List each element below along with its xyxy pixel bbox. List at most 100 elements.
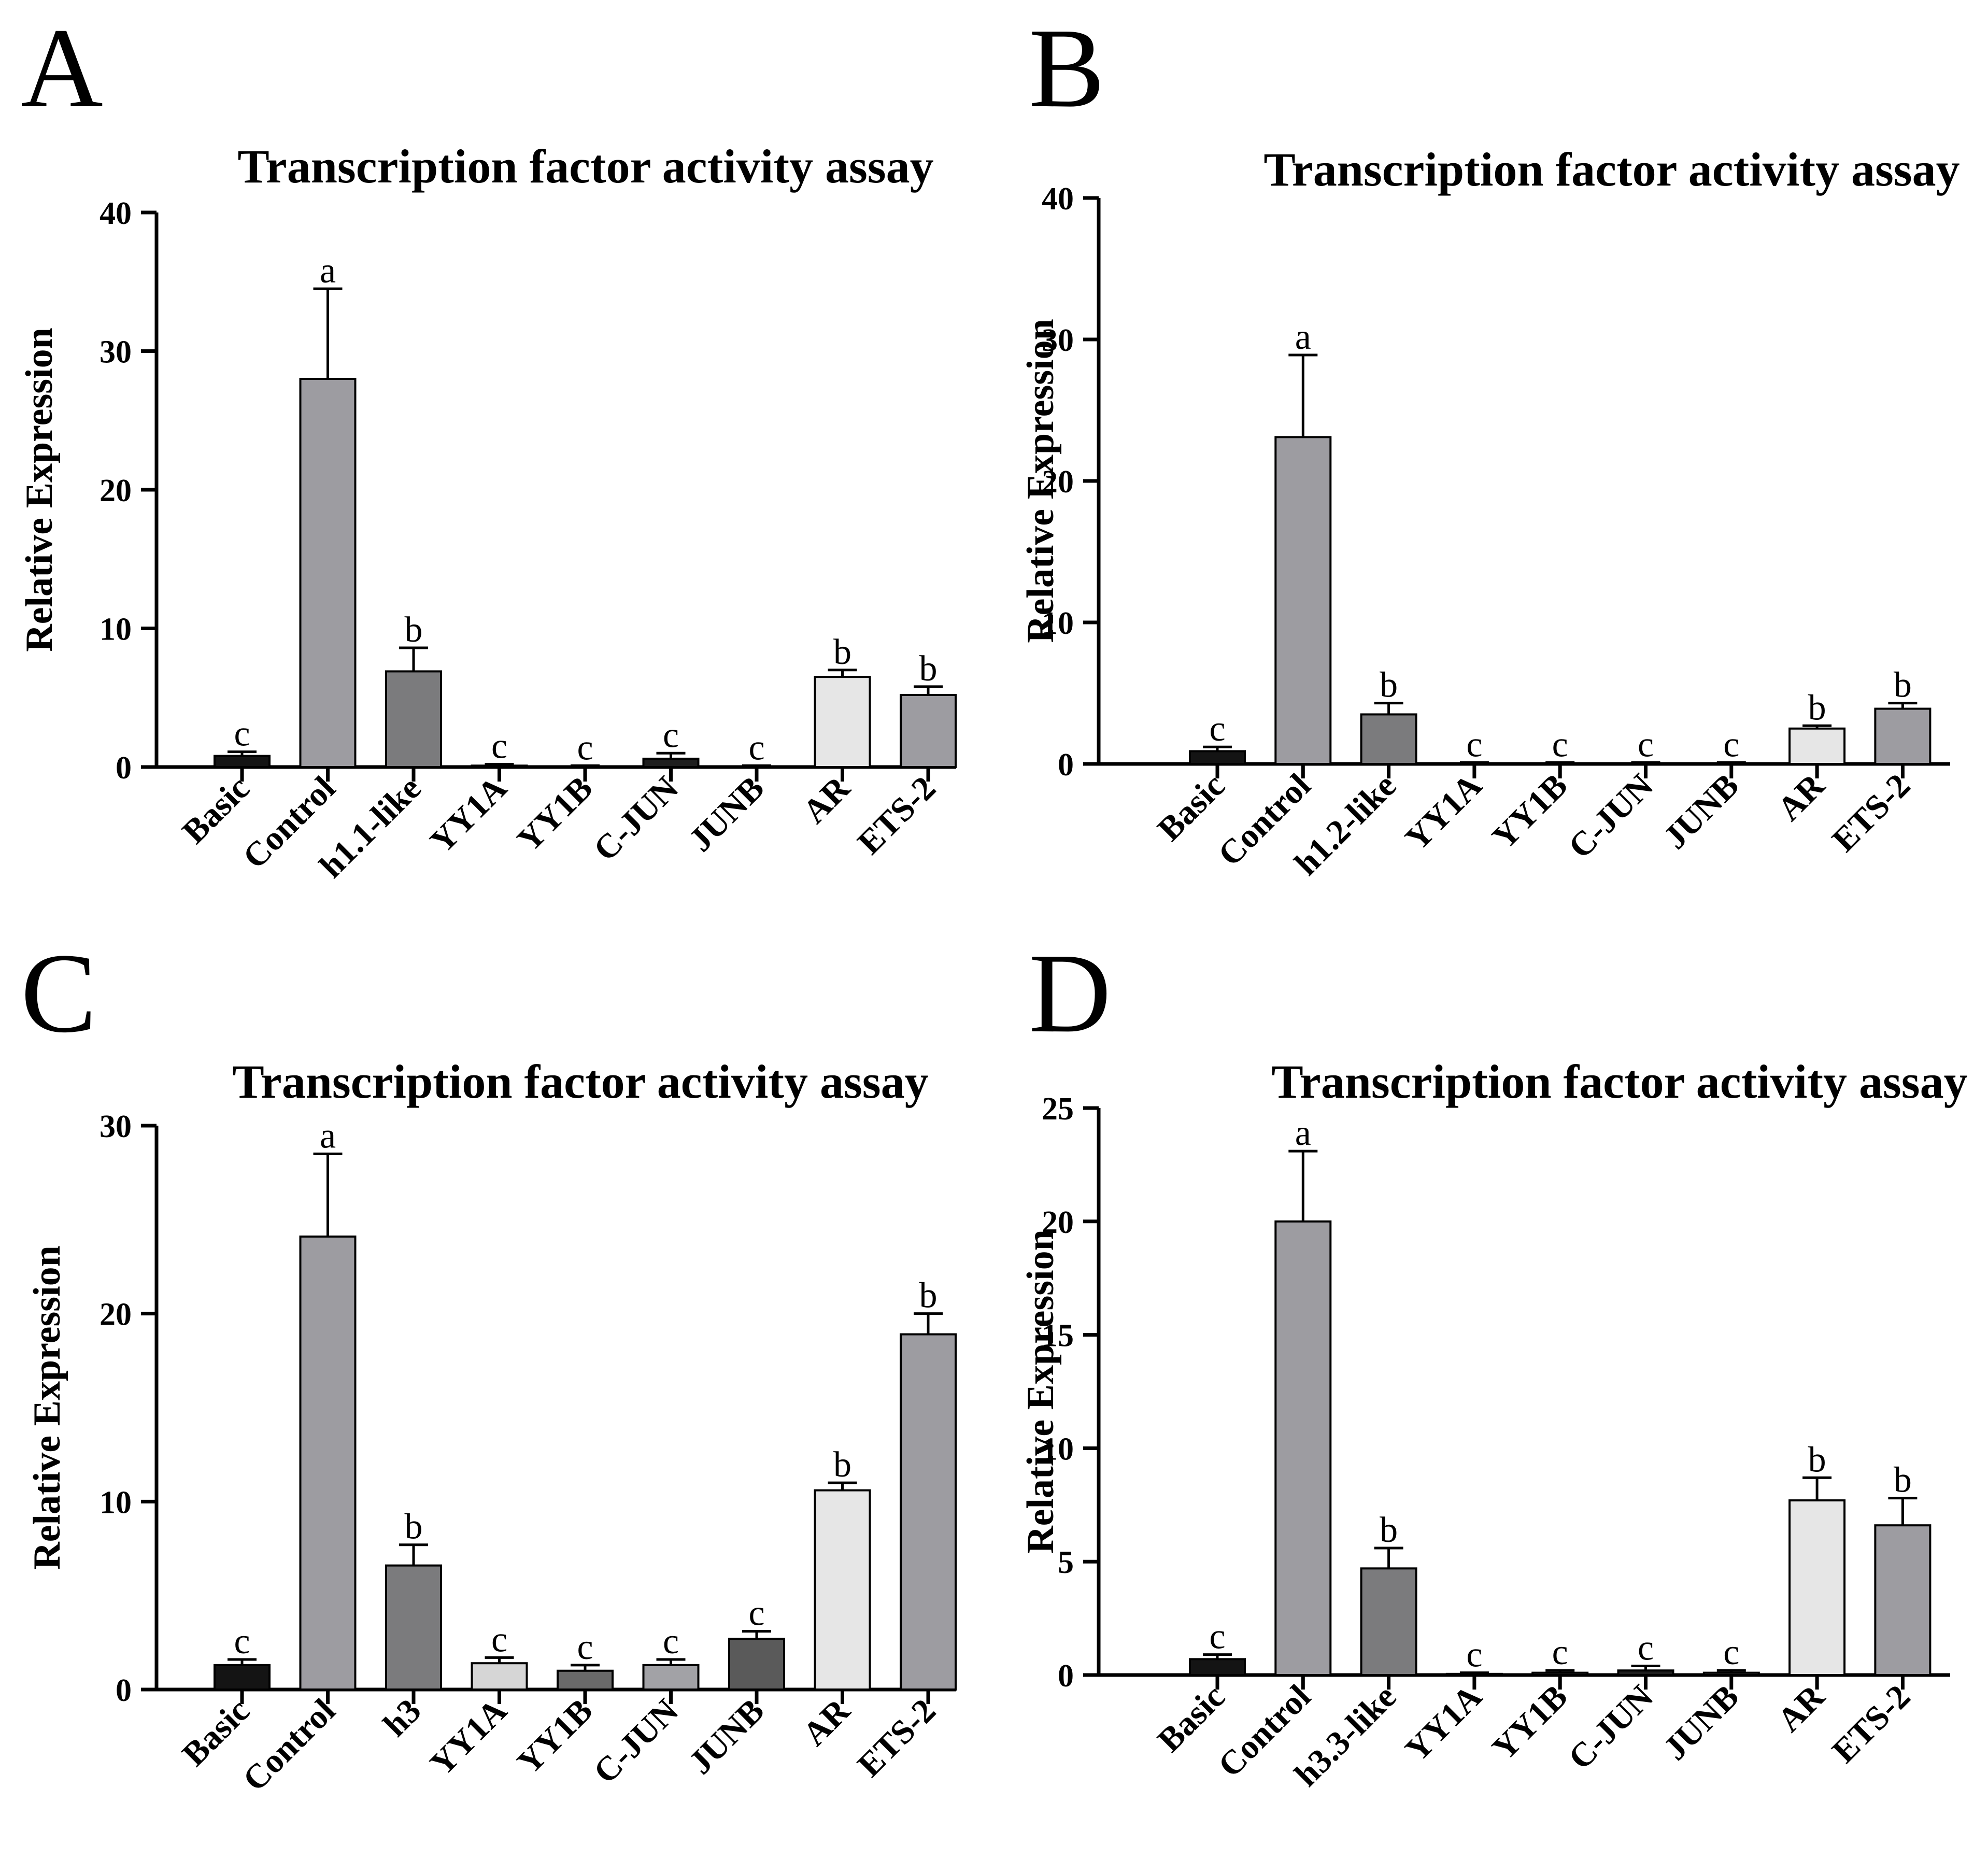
significance-label: c: [748, 728, 764, 768]
category-label: C-JUN: [587, 769, 686, 869]
chart-title: Transcription factor activity assay: [232, 1055, 928, 1108]
significance-label: c: [1723, 1633, 1739, 1672]
category-label: ETS-2: [850, 769, 943, 862]
bar-basic: [214, 1664, 271, 1691]
bar-control: [1274, 1220, 1332, 1677]
y-tick-label: 30: [100, 335, 132, 370]
significance-label: c: [663, 715, 679, 755]
y-tick-label: 10: [1042, 1431, 1074, 1467]
category-label: JUNB: [681, 1692, 771, 1781]
significance-label: b: [1808, 688, 1826, 728]
y-tick-label: 10: [100, 612, 132, 647]
significance-label: b: [405, 610, 423, 650]
category-label: YY1A: [423, 1692, 514, 1783]
category-label: YY1A: [1398, 1678, 1489, 1769]
category-label: YY1B: [510, 1692, 600, 1781]
significance-label: c: [491, 727, 507, 767]
category-label: Basic: [1151, 767, 1232, 848]
significance-label: c: [577, 1627, 593, 1667]
category-label: YY1A: [1398, 767, 1489, 858]
bar-ets-2: [900, 693, 957, 769]
bar-h1.2-like: [1360, 713, 1417, 765]
bar-ar: [814, 676, 871, 768]
y-tick-label: 30: [100, 1109, 132, 1144]
category-label: Basic: [1151, 1678, 1232, 1759]
significance-label: c: [1552, 725, 1568, 764]
category-label: YY1B: [1485, 1678, 1574, 1767]
bar-basic: [1189, 1658, 1246, 1676]
category-label: C-JUN: [1561, 1678, 1661, 1777]
category-label: h3: [376, 1692, 429, 1744]
panel-letter: D: [1029, 930, 1111, 1056]
y-tick-label: 10: [100, 1485, 132, 1520]
y-tick-label: 40: [100, 196, 132, 231]
category-label: YY1A: [423, 769, 514, 860]
bar-h3.3-like: [1360, 1567, 1417, 1676]
category-label: C-JUN: [1561, 767, 1661, 866]
bar-c-jun: [642, 757, 700, 768]
chart-title: Transcription factor activity assay: [237, 140, 933, 193]
y-axis-title: Relative Expression: [18, 328, 61, 652]
significance-label: c: [1209, 709, 1225, 749]
y-tick-label: 20: [100, 473, 132, 508]
bar-ar: [1788, 1499, 1846, 1677]
y-tick-label: 20: [1042, 464, 1074, 500]
category-label: YY1B: [1485, 767, 1574, 856]
bar-h1.1-like: [385, 670, 442, 769]
bar-ets-2: [1874, 1524, 1932, 1677]
chart-panel-b: B Transcription factor activity assay Rela…: [1019, 5, 1960, 883]
panel-letter: A: [21, 5, 103, 131]
significance-label: c: [1638, 1628, 1654, 1668]
bar-ets-2: [900, 1333, 957, 1691]
bar-control: [1274, 436, 1332, 765]
bar-c-jun: [1617, 1669, 1674, 1677]
category-label: AR: [796, 769, 858, 831]
bar-ar: [1788, 727, 1846, 765]
y-axis-title: Relative Expression: [26, 1245, 68, 1570]
category-label: AR: [1770, 1677, 1833, 1739]
significance-label: a: [320, 251, 336, 291]
y-tick-label: 10: [1042, 606, 1074, 641]
significance-label: c: [748, 1594, 764, 1634]
bar-control: [299, 378, 357, 768]
category-label: Control: [236, 1692, 343, 1798]
y-tick-label: 0: [1058, 1658, 1074, 1694]
y-tick-label: 20: [1042, 1205, 1074, 1240]
bar-control: [299, 1235, 357, 1691]
category-label: JUNB: [1656, 1678, 1746, 1767]
y-tick-label: 5: [1058, 1545, 1074, 1580]
significance-label: b: [1380, 665, 1398, 705]
category-label: C-JUN: [587, 1692, 686, 1791]
bar-junb: [728, 1638, 785, 1691]
chart-panel-a: A Transcription factor activity assay Rela…: [18, 5, 957, 885]
significance-label: c: [577, 728, 593, 768]
significance-label: c: [491, 1620, 507, 1659]
significance-label: b: [1808, 1440, 1826, 1480]
category-label: ETS-2: [1825, 1678, 1918, 1770]
panel-letter: B: [1029, 5, 1105, 131]
significance-label: b: [833, 632, 851, 672]
category-label: JUNB: [681, 769, 771, 859]
bar-h3: [385, 1564, 442, 1691]
y-tick-label: 40: [1042, 181, 1074, 217]
significance-label: b: [1380, 1510, 1398, 1550]
bar-junb: [1702, 1671, 1760, 1677]
significance-label: a: [1295, 1113, 1311, 1153]
significance-label: a: [320, 1116, 336, 1156]
significance-label: c: [1466, 725, 1482, 764]
y-tick-label: 0: [1058, 747, 1074, 783]
bar-basic: [214, 755, 271, 768]
significance-label: b: [919, 1276, 938, 1316]
bar-ets-2: [1874, 707, 1932, 765]
y-tick-label: 0: [116, 750, 132, 786]
significance-label: c: [1638, 725, 1654, 764]
y-axis-title: Relative Expression: [1019, 1229, 1062, 1554]
significance-label: c: [234, 714, 250, 754]
y-tick-label: 20: [100, 1297, 132, 1332]
category-label: YY1B: [510, 769, 600, 859]
significance-label: c: [1466, 1635, 1482, 1675]
category-label: AR: [1770, 766, 1833, 828]
y-tick-label: 0: [116, 1673, 132, 1708]
chart-panel-c: C Transcription factor activity assay Rela…: [21, 930, 957, 1798]
